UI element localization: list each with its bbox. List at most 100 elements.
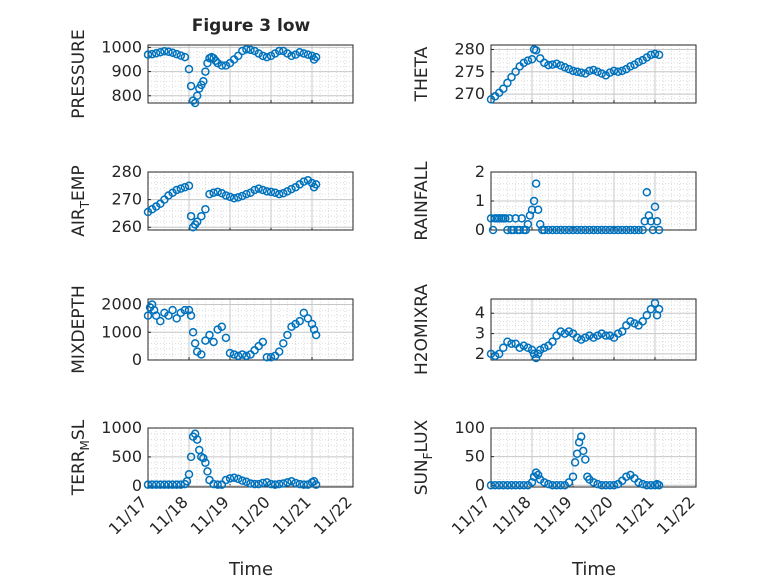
data-point [646, 304, 656, 314]
data-point [589, 478, 598, 487]
data-point [597, 69, 606, 78]
y-axis-label: TERRMSL [69, 419, 92, 496]
y-tick-label: 0 [132, 350, 142, 369]
data-point [258, 337, 268, 347]
data-point [211, 56, 220, 65]
y-tick-label: 2 [475, 162, 485, 181]
y-tick-label: 260 [111, 217, 142, 236]
data-point [201, 205, 210, 214]
data-point [519, 341, 529, 351]
data-point [650, 49, 660, 59]
data-point [303, 480, 313, 489]
data-point [176, 480, 186, 489]
data-point [648, 225, 658, 235]
data-point [201, 336, 210, 345]
data-point [634, 57, 643, 67]
data-point [246, 45, 255, 55]
data-point [509, 225, 518, 235]
data-point [274, 347, 284, 356]
data-point [642, 188, 652, 197]
data-point [225, 474, 235, 483]
data-point [229, 350, 239, 359]
data-point [564, 327, 574, 336]
data-point [605, 225, 615, 235]
data-point [540, 58, 549, 68]
data-point [576, 335, 586, 344]
data-point [523, 219, 533, 229]
data-point [164, 47, 173, 57]
data-point [654, 50, 664, 60]
data-point [238, 46, 247, 56]
data-point [164, 480, 173, 489]
data-point [242, 189, 251, 199]
data-point [638, 317, 647, 326]
data-point [617, 66, 627, 76]
data-point [576, 432, 586, 441]
data-point [295, 48, 304, 57]
data-point [184, 305, 194, 315]
data-point [246, 479, 255, 488]
x-tick-label: 11/17 [105, 492, 151, 538]
data-point [209, 188, 218, 197]
data-point [279, 339, 288, 348]
data-point [601, 331, 611, 340]
data-point [572, 225, 582, 235]
y-tick-label: 0 [132, 476, 142, 495]
data-point [589, 65, 598, 75]
data-point [221, 191, 231, 200]
data-point [486, 481, 496, 490]
data-point [630, 225, 639, 235]
data-point [274, 189, 284, 199]
data-point [186, 81, 196, 91]
x-tick-label: 11/20 [571, 492, 617, 538]
data-point [556, 327, 565, 336]
data-point [533, 205, 543, 214]
data-point [617, 225, 627, 235]
data-point [303, 50, 313, 59]
x-tick-label: 11/17 [448, 492, 494, 538]
y-tick-label: 0 [475, 220, 485, 239]
data-point [568, 225, 578, 235]
data-point [279, 479, 288, 488]
data-point [307, 319, 317, 329]
y-tick-label: 1000 [101, 322, 142, 341]
data-point [186, 311, 196, 320]
data-point [168, 480, 177, 489]
data-point [529, 349, 539, 359]
data-point [168, 48, 177, 57]
data-point [238, 476, 247, 485]
data-point [654, 225, 664, 235]
data-point [548, 481, 557, 490]
data-point [613, 329, 623, 338]
data-point [630, 319, 639, 328]
data-point [262, 52, 272, 62]
data-point [626, 317, 635, 326]
data-point [523, 56, 533, 65]
data-point [180, 305, 190, 315]
data-point [213, 187, 222, 197]
axes-box [490, 298, 697, 361]
data-point [287, 51, 296, 61]
data-point [270, 188, 280, 197]
data-point [622, 472, 631, 481]
data-point [499, 343, 508, 353]
data-point [597, 225, 606, 235]
data-point [515, 225, 524, 235]
subplot-2: 270 275 280 THETA [412, 39, 697, 104]
y-tick-label: 800 [111, 86, 142, 105]
data-point [238, 350, 247, 359]
y-axis-label: THETA [412, 46, 432, 102]
data-point [217, 480, 227, 489]
data-point [585, 66, 594, 76]
data-point [229, 473, 239, 482]
data-point [515, 481, 524, 490]
data-point [527, 55, 537, 64]
data-point [642, 481, 652, 490]
x-tick-label: 11/18 [146, 492, 192, 538]
data-point [517, 214, 526, 223]
data-point [519, 58, 529, 68]
data-point [205, 330, 214, 340]
data-point [258, 51, 268, 61]
data-point [180, 182, 190, 192]
data-point [556, 225, 565, 235]
